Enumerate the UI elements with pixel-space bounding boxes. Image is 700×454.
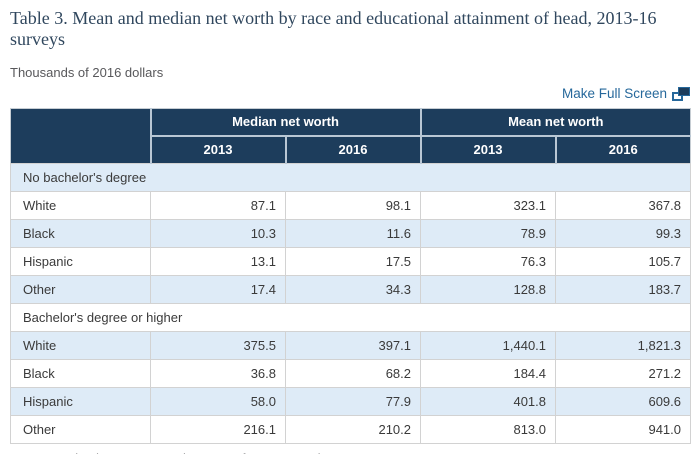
table-row: Other 216.1 210.2 813.0 941.0 xyxy=(10,415,692,444)
make-full-screen-link[interactable]: Make Full Screen xyxy=(562,86,690,101)
row-label: Black xyxy=(10,359,151,388)
cell-value: 941.0 xyxy=(555,415,692,444)
full-screen-icon-bracket xyxy=(672,91,683,101)
page-title: Table 3. Mean and median net worth by ra… xyxy=(10,8,657,49)
section-label: No bachelor's degree xyxy=(9,163,692,192)
cell-value: 36.8 xyxy=(150,359,286,388)
table-row: Hispanic 13.1 17.5 76.3 105.7 xyxy=(10,247,692,276)
table-row: Other 17.4 34.3 128.8 183.7 xyxy=(10,275,692,304)
cell-value: 367.8 xyxy=(555,191,692,220)
cell-value: 1,440.1 xyxy=(420,331,557,360)
section-row-bachelors-or-higher: Bachelor's degree or higher xyxy=(9,303,692,332)
cell-value: 609.6 xyxy=(555,387,692,416)
year-header-row: 2013 2016 2013 2016 xyxy=(11,135,691,164)
corner-header-cell xyxy=(10,108,151,164)
cell-value: 17.4 xyxy=(150,275,286,304)
full-screen-icon xyxy=(672,86,690,101)
cell-value: 323.1 xyxy=(420,191,557,220)
cell-value: 34.3 xyxy=(284,275,422,304)
cell-value: 216.1 xyxy=(150,415,286,444)
cell-value: 184.4 xyxy=(420,359,557,388)
column-group-mean: Mean net worth xyxy=(419,108,691,136)
row-label: Black xyxy=(10,219,151,248)
units-label: Thousands of 2016 dollars xyxy=(10,65,164,80)
cell-value: 58.0 xyxy=(150,387,286,416)
source-note: Source: Federal Reserve Board, Survey of… xyxy=(10,452,690,454)
table-row: Hispanic 58.0 77.9 401.8 609.6 xyxy=(10,387,692,416)
cell-value: 401.8 xyxy=(420,387,557,416)
cell-value: 813.0 xyxy=(420,415,557,444)
cell-value: 397.1 xyxy=(284,331,422,360)
row-label: Hispanic xyxy=(10,247,151,276)
cell-value: 76.3 xyxy=(420,247,557,276)
year-header-median-2016: 2016 xyxy=(284,135,421,164)
cell-value: 10.3 xyxy=(150,219,286,248)
table-row: White 375.5 397.1 1,440.1 1,821.3 xyxy=(10,331,692,360)
section-row-no-bachelors: No bachelor's degree xyxy=(9,163,692,192)
row-label: Other xyxy=(10,275,151,304)
full-screen-icon-square xyxy=(678,86,690,96)
cell-value: 87.1 xyxy=(150,191,286,220)
column-group-median: Median net worth xyxy=(149,108,421,136)
table-row: White 87.1 98.1 323.1 367.8 xyxy=(10,191,692,220)
cell-value: 78.9 xyxy=(420,219,557,248)
cell-value: 11.6 xyxy=(284,219,422,248)
year-header-mean-2016: 2016 xyxy=(554,135,691,164)
row-label: Hispanic xyxy=(10,387,151,416)
cell-value: 13.1 xyxy=(150,247,286,276)
row-label: Other xyxy=(10,415,151,444)
cell-value: 68.2 xyxy=(284,359,422,388)
table-row: Black 10.3 11.6 78.9 99.3 xyxy=(10,219,692,248)
cell-value: 128.8 xyxy=(420,275,557,304)
cell-value: 210.2 xyxy=(284,415,422,444)
cell-value: 77.9 xyxy=(284,387,422,416)
column-group-row: Median net worth Mean net worth xyxy=(10,108,691,164)
row-label: White xyxy=(10,331,151,360)
cell-value: 17.5 xyxy=(284,247,422,276)
cell-value: 99.3 xyxy=(555,219,692,248)
cell-value: 375.5 xyxy=(150,331,286,360)
section-label: Bachelor's degree or higher xyxy=(9,303,692,332)
cell-value: 1,821.3 xyxy=(555,331,692,360)
cell-value: 98.1 xyxy=(284,191,422,220)
cell-value: 271.2 xyxy=(555,359,692,388)
table-header: Median net worth Mean net worth 2013 201… xyxy=(10,108,691,164)
year-header-median-2013: 2013 xyxy=(149,135,286,164)
cell-value: 105.7 xyxy=(555,247,692,276)
row-label: White xyxy=(10,191,151,220)
make-full-screen-label: Make Full Screen xyxy=(561,86,667,101)
net-worth-table: Median net worth Mean net worth 2013 201… xyxy=(9,108,692,444)
fullscreen-row: Make Full Screen xyxy=(10,84,690,103)
year-header-mean-2013: 2013 xyxy=(419,135,556,164)
cell-value: 183.7 xyxy=(555,275,692,304)
table-row: Black 36.8 68.2 184.4 271.2 xyxy=(10,359,692,388)
